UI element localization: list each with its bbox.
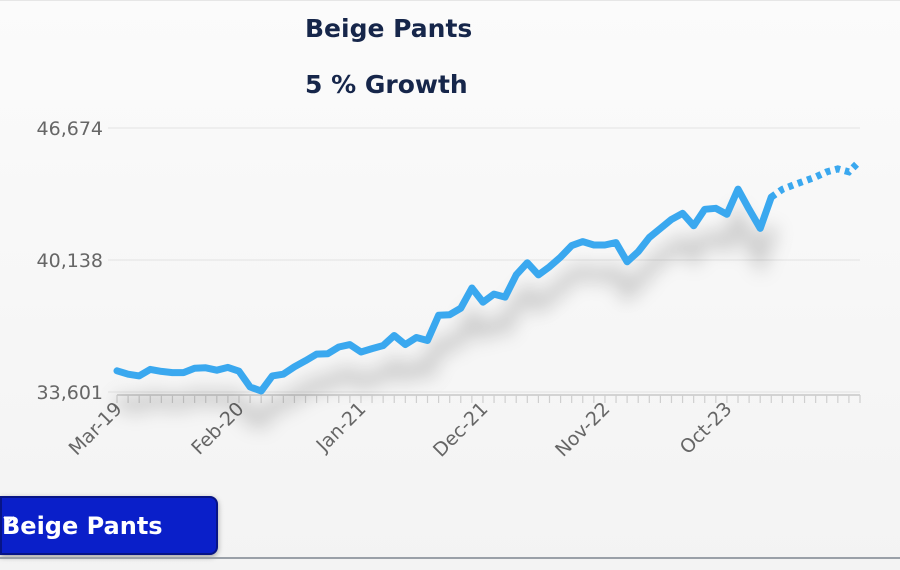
- series-line-forecast: [769, 158, 863, 200]
- x-tick-label: Jan-21: [312, 398, 371, 457]
- divider: [0, 557, 900, 559]
- x-tick-label: Dec-21: [429, 398, 493, 462]
- product-dropdown[interactable]: Beige Pants: [0, 496, 218, 555]
- series-shadow: [114, 203, 778, 430]
- chart-title: Beige Pants: [305, 14, 473, 43]
- y-axis-ticks: 46,674 40,138 33,601: [37, 118, 103, 404]
- x-tick-label: Oct-23: [676, 398, 737, 459]
- series-line-actual: [113, 185, 775, 395]
- y-tick-label: 46,674: [37, 118, 103, 140]
- grid-lines: [108, 127, 860, 393]
- y-tick-label: 40,138: [37, 250, 103, 272]
- series-group: [113, 158, 863, 430]
- product-dropdown-label: Beige Pants: [2, 511, 163, 540]
- chart-subtitle: 5 % Growth: [305, 70, 468, 99]
- x-tick-label: Nov-22: [551, 398, 614, 461]
- y-tick-label: 33,601: [37, 382, 103, 404]
- chevron-down-icon: [3, 516, 15, 524]
